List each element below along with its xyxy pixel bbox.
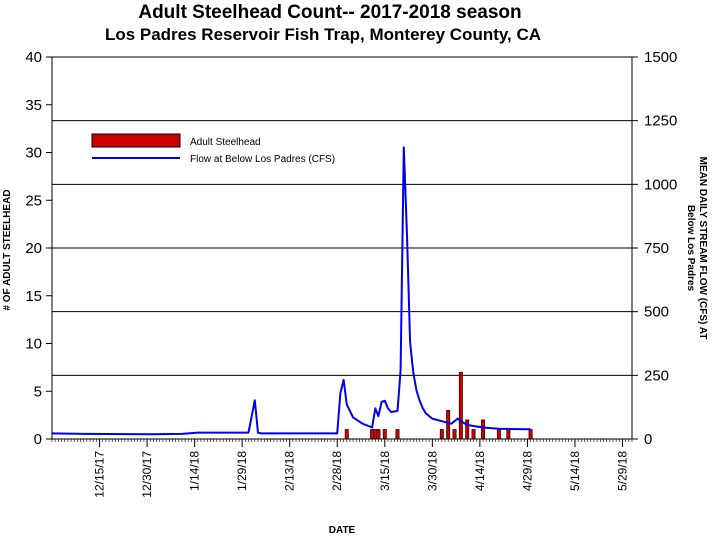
- steelhead-bar: [439, 429, 444, 440]
- left-axis-ticks: 0 5 10 15 20 25 30 35 40: [25, 49, 52, 448]
- x-tick-label: 1/29/18: [235, 451, 249, 491]
- x-tick-label: 2/13/18: [283, 451, 297, 491]
- steelhead-bar: [458, 371, 463, 440]
- bar-series: [344, 371, 533, 440]
- left-tick-label: 20: [25, 240, 42, 257]
- legend-bar-label: Adult Steelhead: [190, 137, 261, 148]
- x-tick-label: 4/14/18: [473, 451, 487, 491]
- x-tick-label: 1/14/18: [188, 451, 202, 491]
- right-axis-label-line1: MEAN DAILY STREAM FLOW (CFS) AT: [697, 157, 708, 340]
- right-tick-label: 1000: [644, 176, 677, 193]
- x-tick-label: 4/29/18: [520, 451, 534, 491]
- chart-subtitle: Los Padres Reservoir Fish Trap, Monterey…: [105, 25, 541, 44]
- x-axis-label: DATE: [329, 525, 356, 536]
- right-tick-label: 1250: [644, 113, 677, 130]
- right-tick-label: 0: [644, 431, 652, 448]
- left-tick-label: 40: [25, 49, 42, 66]
- left-tick-label: 30: [25, 145, 42, 162]
- x-tick-label: 2/28/18: [330, 451, 344, 491]
- right-tick-label: 1500: [644, 49, 677, 66]
- legend-line-label: Flow at Below Los Padres (CFS): [190, 154, 335, 165]
- x-tick-label: 5/14/18: [568, 451, 582, 491]
- steelhead-bar: [452, 429, 457, 440]
- x-axis-ticks: 12/15/17 12/30/17 1/14/18 1/29/18 2/13/18 2/2…: [51, 439, 633, 498]
- steelhead-bar: [446, 410, 451, 440]
- x-tick-label: 12/30/17: [140, 451, 154, 498]
- steelhead-bar: [376, 429, 381, 440]
- steelhead-bar: [471, 429, 476, 440]
- legend: Adult Steelhead Flow at Below Los Padres…: [91, 133, 335, 165]
- legend-bar-swatch: [91, 133, 181, 148]
- left-axis-label: # OF ADULT STEELHEAD: [2, 189, 13, 310]
- steelhead-bar: [395, 429, 400, 440]
- steelhead-bar: [465, 419, 470, 440]
- left-tick-label: 15: [25, 288, 42, 305]
- x-tick-label: 12/15/17: [93, 451, 107, 498]
- right-tick-label: 750: [644, 240, 669, 257]
- flow-line: [51, 146, 531, 436]
- steelhead-bar: [506, 429, 511, 440]
- x-tick-label: 3/30/18: [425, 451, 439, 491]
- left-tick-label: 35: [25, 97, 42, 114]
- steelhead-bar: [382, 429, 387, 440]
- gridlines: [52, 120, 632, 376]
- right-axis-ticks: 0 250 500 750 1000 1250 1500: [632, 49, 677, 448]
- right-axis-label-line2: Below Los Padres: [685, 205, 696, 292]
- x-tick-label: 5/29/18: [615, 451, 629, 491]
- steelhead-bar: [528, 429, 533, 440]
- right-tick-label: 250: [644, 367, 669, 384]
- left-tick-label: 0: [34, 431, 42, 448]
- steelhead-bar: [496, 429, 501, 440]
- left-tick-label: 25: [25, 192, 42, 209]
- steelhead-bar: [344, 429, 349, 440]
- steelhead-bar: [373, 429, 378, 440]
- steelhead-bar: [481, 419, 486, 440]
- left-tick-label: 10: [25, 336, 42, 353]
- left-tick-label: 5: [34, 383, 42, 400]
- right-tick-label: 500: [644, 304, 669, 321]
- steelhead-bar: [370, 429, 375, 440]
- chart-title: Adult Steelhead Count-- 2017-2018 season: [138, 2, 521, 23]
- x-tick-label: 3/15/18: [378, 451, 392, 491]
